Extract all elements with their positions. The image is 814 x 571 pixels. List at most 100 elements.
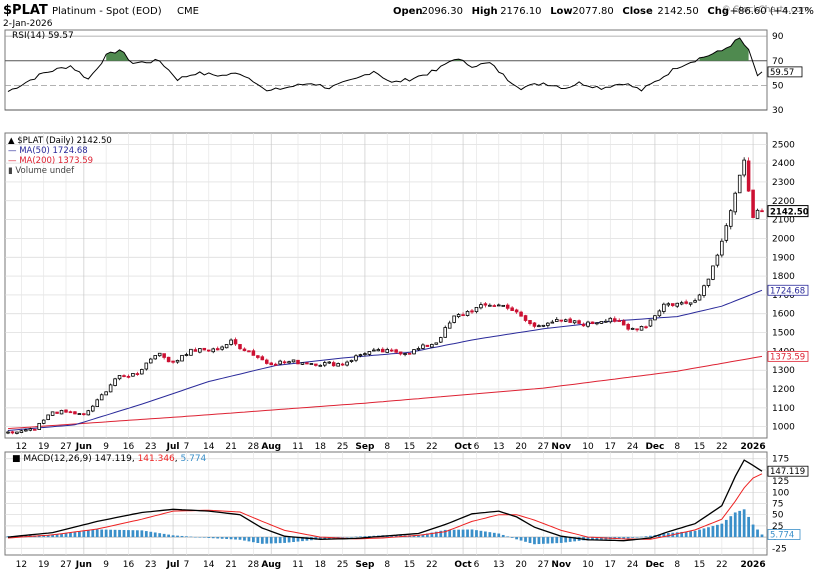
candle-body bbox=[728, 210, 733, 227]
candle bbox=[135, 371, 140, 376]
macd-legend-label: MACD(12,26,9) bbox=[23, 454, 91, 464]
candle-body bbox=[251, 350, 256, 356]
candle-body bbox=[233, 339, 238, 345]
macd-tick-label: 50 bbox=[772, 511, 784, 521]
x-tick-label: 6 bbox=[474, 560, 480, 570]
rsi-panel: RSI(14) 59.57 90 70 50 30 59.57 bbox=[4, 29, 803, 116]
candle-body bbox=[537, 325, 541, 328]
histogram-bar bbox=[176, 535, 179, 538]
candle-body bbox=[706, 278, 711, 286]
x-tick-label: 12 bbox=[16, 560, 27, 570]
histogram-bar bbox=[252, 537, 255, 543]
candle-body bbox=[635, 328, 639, 331]
candlesticks bbox=[6, 157, 764, 435]
candle bbox=[15, 431, 19, 435]
candle bbox=[251, 348, 256, 356]
candle-body bbox=[24, 429, 28, 432]
candle-body bbox=[300, 362, 305, 365]
x-tick-label: Jun bbox=[75, 442, 92, 452]
histogram-bar bbox=[296, 537, 300, 542]
x-tick-label: 20 bbox=[515, 560, 527, 570]
candle bbox=[131, 372, 135, 377]
histogram-bar bbox=[707, 527, 710, 538]
macd-tick-label: -25 bbox=[772, 544, 787, 554]
x-tick-label: 11 bbox=[292, 560, 303, 570]
candle bbox=[488, 303, 492, 307]
candle-body bbox=[220, 346, 224, 350]
candle-body bbox=[55, 411, 59, 414]
histogram-bar bbox=[412, 535, 416, 538]
candle-body bbox=[684, 301, 688, 304]
candle-body bbox=[559, 319, 564, 322]
candle-body bbox=[416, 348, 421, 351]
candle-body bbox=[131, 373, 135, 377]
x-tick-label: 21 bbox=[225, 442, 236, 452]
candle-body bbox=[242, 348, 247, 352]
candle bbox=[403, 353, 407, 357]
histogram-bar bbox=[738, 510, 742, 538]
histogram-bar bbox=[225, 537, 228, 540]
histogram-bar bbox=[550, 537, 554, 544]
price-tick-label: 2300 bbox=[772, 178, 795, 188]
candle-body bbox=[528, 320, 532, 325]
histogram-bar bbox=[118, 529, 121, 538]
rsi-last-value: 59.57 bbox=[770, 68, 794, 78]
candle bbox=[528, 320, 532, 326]
x-tick-label: 9 bbox=[103, 442, 109, 452]
candle-body bbox=[296, 359, 300, 365]
histogram-bar bbox=[702, 528, 706, 538]
histogram-bar bbox=[64, 533, 68, 538]
histogram-bar bbox=[693, 530, 697, 538]
candle-body bbox=[398, 351, 403, 355]
histogram-bar bbox=[644, 536, 648, 538]
x-tick-label: 17 bbox=[605, 442, 616, 452]
candle bbox=[180, 354, 184, 362]
candle bbox=[41, 419, 46, 425]
candle-body bbox=[19, 430, 24, 433]
histogram-bar bbox=[452, 529, 456, 538]
candle bbox=[416, 346, 421, 351]
rsi-last-tag: 59.57 bbox=[767, 66, 803, 78]
candle bbox=[470, 308, 474, 314]
candle-body bbox=[198, 348, 202, 353]
chart-header: $PLAT Platinum - Spot (EOD) CME 2-Jan-20… bbox=[3, 3, 814, 29]
price-tick-label: 2500 bbox=[772, 140, 795, 150]
price-tick-label: 1200 bbox=[772, 385, 795, 395]
candle bbox=[278, 359, 282, 366]
candle-body bbox=[760, 210, 764, 213]
candle bbox=[175, 359, 180, 364]
candle bbox=[648, 319, 653, 327]
candle bbox=[523, 314, 528, 323]
candle-body bbox=[224, 344, 229, 349]
price-tick-label: 1800 bbox=[772, 272, 795, 282]
x-tick-label: 8 bbox=[384, 442, 390, 452]
histogram-bar bbox=[323, 537, 327, 539]
histogram-bar bbox=[185, 536, 188, 538]
candle bbox=[144, 362, 149, 371]
candle-body bbox=[144, 362, 149, 370]
histogram-bar bbox=[318, 537, 322, 540]
candle-body bbox=[519, 311, 523, 317]
candle-body bbox=[41, 419, 46, 424]
candle-body bbox=[260, 356, 265, 361]
candle bbox=[604, 318, 608, 323]
candle bbox=[19, 429, 24, 434]
histogram-bar bbox=[394, 535, 398, 538]
candle-body bbox=[693, 300, 697, 303]
histogram-bar bbox=[760, 534, 764, 538]
candle bbox=[82, 412, 86, 416]
histogram-bar bbox=[194, 536, 197, 538]
candle-body bbox=[630, 327, 635, 330]
candle-body bbox=[479, 304, 483, 309]
candle-body bbox=[612, 318, 617, 322]
candle bbox=[291, 359, 296, 363]
candle bbox=[95, 398, 100, 407]
legend-text: Volume undef bbox=[15, 166, 75, 176]
candle bbox=[662, 302, 666, 314]
candle bbox=[363, 352, 367, 357]
candle-body bbox=[184, 354, 189, 356]
candle-body bbox=[68, 411, 73, 414]
candle-body bbox=[340, 363, 345, 366]
candle bbox=[389, 348, 394, 352]
